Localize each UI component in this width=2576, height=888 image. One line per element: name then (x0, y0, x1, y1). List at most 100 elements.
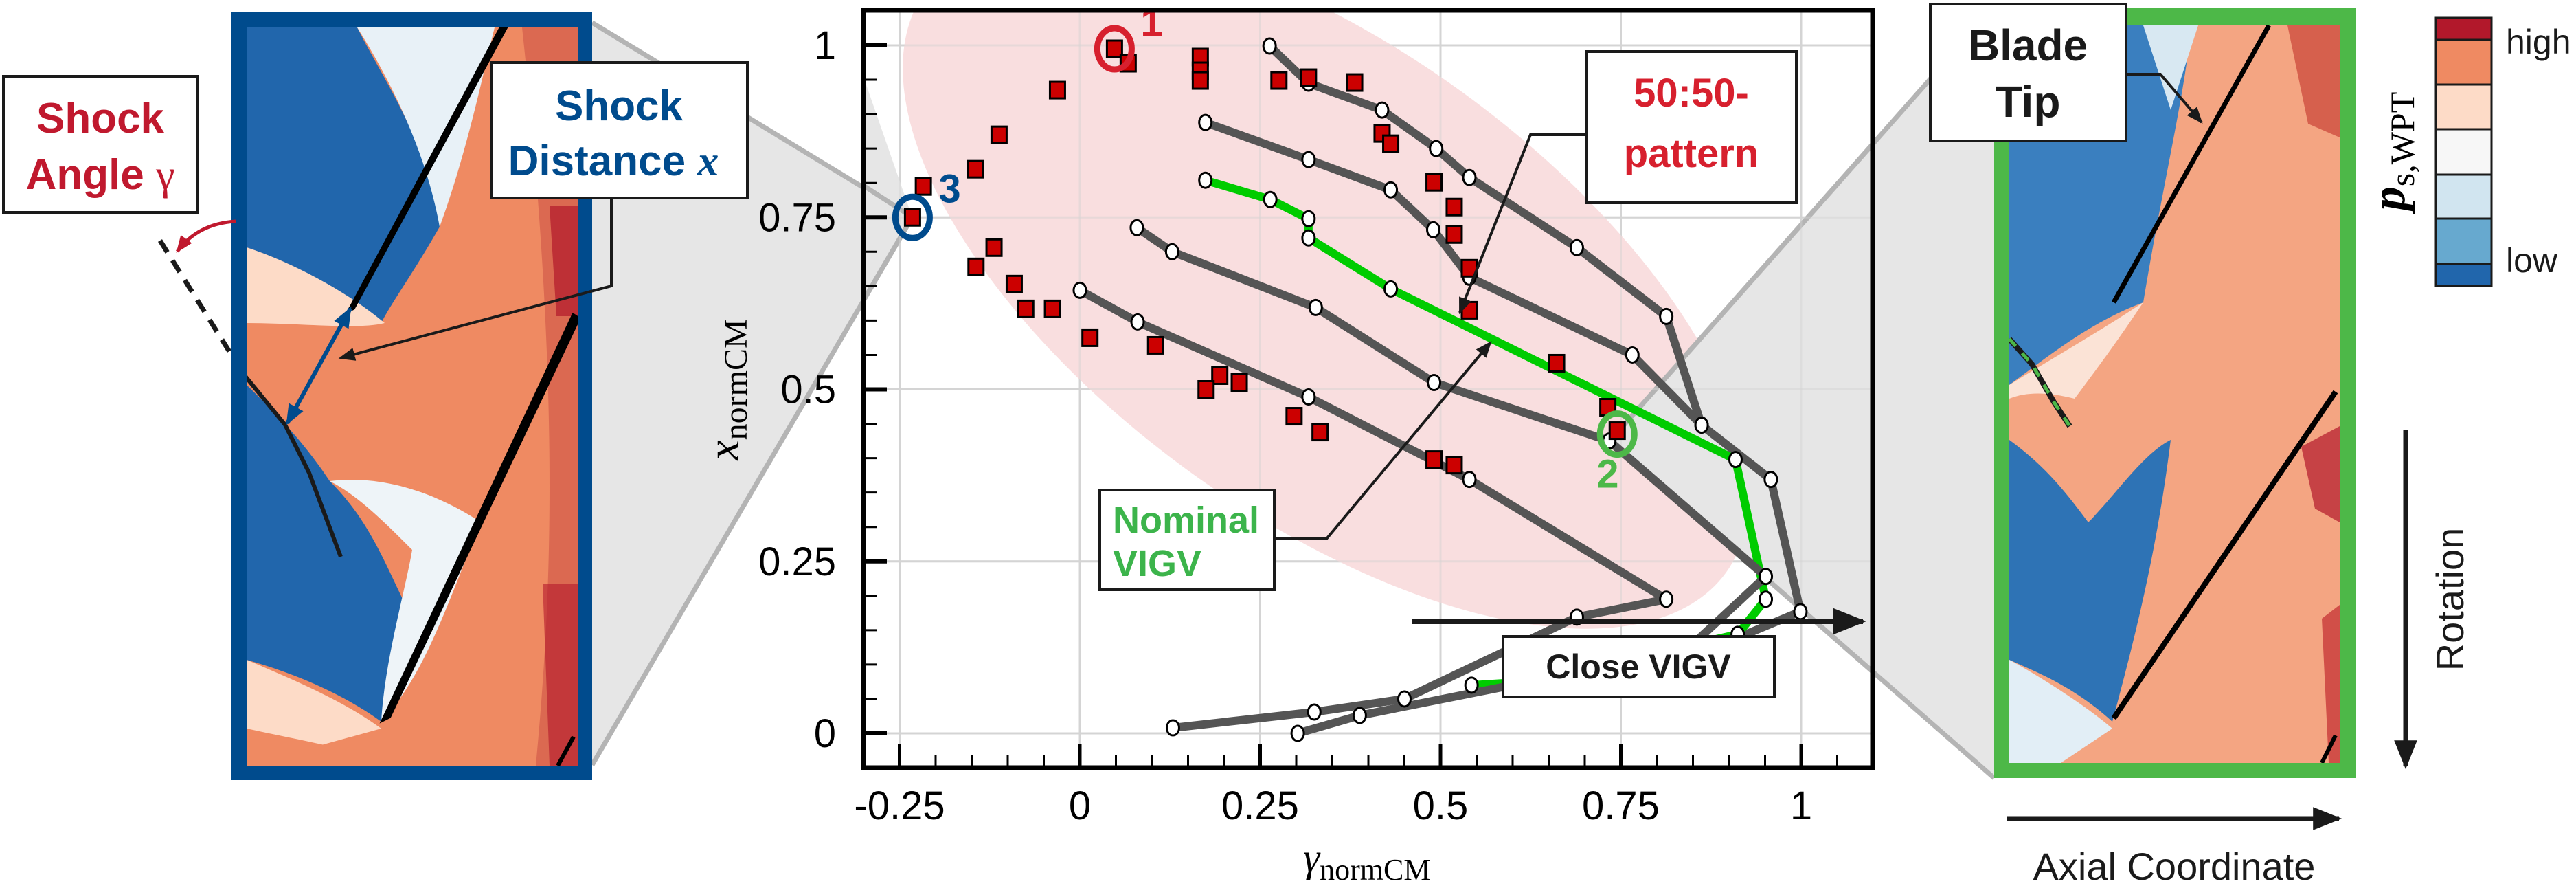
annotation-close-vigv: Close VIGV (1412, 608, 1866, 698)
funnel-left (589, 21, 915, 766)
shock-distance-variable: x (697, 138, 719, 185)
shock-distance-label-line1: Shock (555, 82, 683, 130)
shock-angle-label-line1: Shock (36, 95, 165, 142)
data-point-square (1017, 299, 1035, 318)
colorbar-title: ps,WPT (2362, 92, 2421, 214)
data-point-circle (1383, 280, 1399, 298)
data-point-square (1346, 73, 1364, 92)
data-point-circle (1464, 676, 1479, 694)
colorbar (2434, 16, 2493, 287)
highlight-label-1: 1 (1140, 1, 1162, 45)
colorbar-low-label: low (2506, 241, 2558, 280)
data-point-circle (1198, 113, 1213, 131)
data-point-circle (1793, 603, 1808, 621)
data-point-circle (1759, 568, 1774, 586)
data-point-square (1048, 80, 1066, 100)
x-tick-label: 0.75 (1582, 784, 1660, 828)
data-point-circle (1307, 703, 1322, 721)
data-point-circle (1165, 719, 1180, 737)
annotation-nominal-vigv: Nominal VIGV (1098, 341, 1492, 591)
x-tick-label: 0.25 (1221, 784, 1299, 828)
data-point-circle (1426, 221, 1440, 238)
chart: 1 2 3 -0.25 0 0.25 0.5 0.75 1 0 0.25 0.5 0.75 1 γnor… (699, 1, 1875, 887)
data-point-circle (1397, 690, 1412, 708)
data-point-circle (1301, 229, 1316, 247)
data-point-square (1608, 421, 1626, 441)
data-point-circle (1427, 373, 1442, 391)
data-point-circle (1375, 101, 1390, 119)
data-point-square (990, 125, 1008, 144)
data-point-square (1425, 450, 1443, 469)
shock-angle-variable: γ (155, 152, 174, 199)
x-tick-label: -0.25 (854, 784, 945, 828)
data-point-square (967, 257, 985, 276)
shock-angle-callout: Shock Angle γ (2, 75, 199, 214)
data-point-circle (1429, 140, 1444, 157)
data-point-circle (1694, 417, 1709, 434)
axial-coordinate-label: Axial Coordinate (2033, 845, 2316, 888)
data-point-circle (1130, 313, 1145, 331)
data-point-circle (1569, 238, 1584, 256)
data-point-circle (1462, 471, 1477, 489)
data-point-circle (1759, 590, 1774, 608)
data-point-square (967, 159, 984, 179)
data-point-circle (1301, 151, 1316, 168)
data-point-square (1081, 328, 1099, 347)
data-point-circle (1129, 219, 1144, 236)
shock-angle-reference-line (158, 239, 234, 357)
annotation-nominal-line1: Nominal (1113, 500, 1259, 541)
y-tick-label: 0.25 (758, 540, 836, 584)
data-point-circle (1625, 346, 1640, 364)
y-tick-label: 0.75 (758, 195, 836, 240)
svg-text:Angle γ: Angle γ (26, 151, 175, 199)
y-tick-label: 1 (814, 23, 836, 68)
annotation-50-50-line1: 50:50- (1634, 71, 1749, 115)
data-point-circle (1308, 298, 1323, 316)
highlight-ring-1 (1094, 25, 1135, 73)
highlight-label-2: 2 (1596, 452, 1618, 497)
y-tick-label: 0.5 (780, 368, 836, 412)
series-operating-line-2 (1204, 118, 1805, 676)
data-point-square (1146, 335, 1164, 355)
colorbar-swatch (2434, 16, 2493, 41)
data-point-circle (1164, 243, 1179, 260)
colorbar-swatch (2434, 83, 2493, 131)
series-line (1267, 43, 1706, 427)
blade-tip-label-line1: Blade (1968, 21, 2088, 70)
series-markers (1072, 281, 1674, 737)
blade-tip-callout: Blade Tip (1929, 3, 2203, 142)
data-point-circle (1659, 307, 1674, 325)
annotation-close-vigv-label: Close VIGV (1546, 647, 1731, 686)
shock-angle-arc-arrow (175, 219, 236, 254)
series-markers (1198, 113, 1808, 680)
shock-angle-label-line2: Angle (26, 151, 156, 199)
annotation-50-50-pattern: 50:50- pattern (1458, 50, 1798, 315)
data-point-circle (1072, 281, 1087, 299)
data-point-square (1548, 353, 1566, 373)
data-point-square (1197, 380, 1215, 399)
pattern-region-ellipse (903, 10, 1749, 629)
colorbar-swatch (2434, 217, 2493, 265)
y-tick-label: 0 (814, 711, 836, 756)
colorbar-high-label: high (2506, 23, 2571, 61)
colorbar-swatch (2434, 263, 2493, 287)
highlight-label-3: 3 (938, 166, 960, 211)
data-point-square (914, 177, 932, 196)
data-point-square (1445, 197, 1463, 217)
colorbar-swatch (2434, 38, 2493, 86)
data-point-square (1211, 366, 1229, 385)
data-point-circle (1301, 388, 1316, 406)
right-contour-panel: Blade Tip Rotation Axial Coordinate (1929, 3, 2472, 888)
data-point-circle (1763, 471, 1778, 489)
data-point-square (1005, 274, 1023, 293)
data-point-circle (1462, 168, 1477, 186)
data-point-square (985, 238, 1003, 257)
x-tick-label: 1 (1790, 784, 1812, 828)
data-point-square (1230, 373, 1248, 392)
data-point-circle (1728, 451, 1743, 469)
data-point-circle (1263, 190, 1278, 208)
data-point-square (1425, 173, 1443, 192)
blade-tip-label-line2: Tip (1996, 77, 2061, 126)
svg-text:Distance x: Distance x (508, 137, 719, 185)
